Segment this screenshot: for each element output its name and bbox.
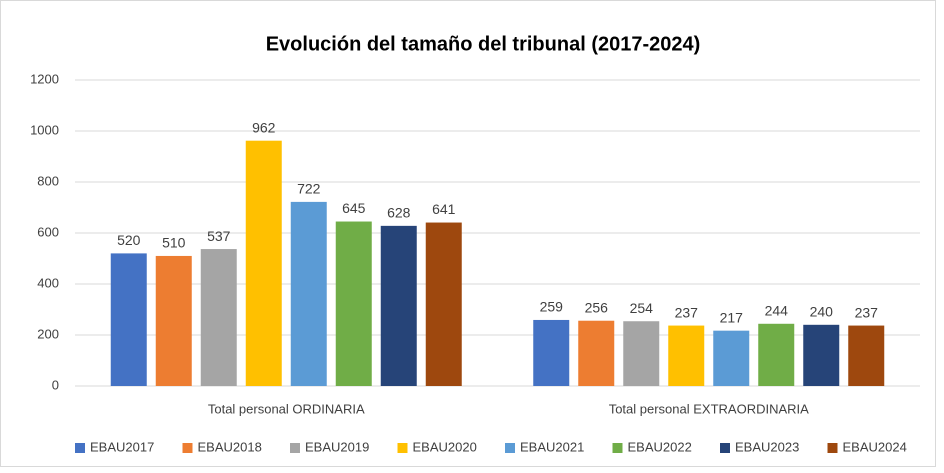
data-label: 254	[630, 300, 654, 316]
legend-label: EBAU2023	[735, 439, 799, 454]
bar	[380, 225, 417, 386]
y-tick-label: 200	[37, 326, 59, 341]
data-label: 510	[162, 235, 186, 251]
legend-swatch	[505, 443, 515, 453]
legend-swatch	[182, 443, 193, 453]
legend-label: EBAU2019	[305, 439, 369, 454]
y-tick-label: 0	[52, 377, 59, 392]
data-label: 520	[117, 232, 141, 248]
legend-label: EBAU2017	[90, 439, 154, 454]
bar	[848, 325, 885, 386]
y-tick-label: 1200	[30, 71, 59, 86]
data-label: 259	[540, 299, 564, 315]
data-label: 962	[252, 119, 276, 135]
bar	[155, 255, 192, 386]
y-tick-label: 1000	[30, 122, 59, 137]
legend-label: EBAU2018	[198, 439, 262, 454]
bar	[290, 201, 327, 386]
data-label: 237	[675, 304, 699, 320]
legend-swatch	[75, 443, 85, 453]
bar	[668, 325, 705, 386]
legend-swatch	[827, 443, 838, 453]
legend-label: EBAU2021	[520, 439, 584, 454]
bar	[245, 140, 282, 386]
legend-swatch	[612, 443, 623, 453]
bar	[335, 221, 372, 386]
y-tick-label: 600	[37, 224, 59, 239]
x-tick-label: Total personal ORDINARIA	[208, 401, 365, 416]
data-label: 256	[585, 299, 609, 315]
data-label: 240	[810, 304, 834, 320]
legend-swatch	[397, 443, 408, 453]
data-label: 217	[720, 309, 744, 325]
legend-label: EBAU2022	[628, 439, 692, 454]
data-label: 722	[297, 181, 321, 197]
bar	[803, 324, 840, 386]
bar	[713, 330, 750, 386]
data-label: 641	[432, 201, 456, 217]
x-tick-label: Total personal EXTRAORDINARIA	[609, 401, 809, 416]
y-tick-label: 800	[37, 173, 59, 188]
bar	[425, 222, 462, 386]
legend-swatch	[290, 443, 300, 453]
bar	[200, 249, 237, 386]
y-tick-label: 400	[37, 275, 59, 290]
legend-swatch	[720, 443, 730, 453]
data-label: 244	[765, 302, 789, 318]
data-label: 537	[207, 228, 231, 244]
bar	[110, 253, 147, 386]
bar	[533, 319, 570, 386]
data-label: 237	[855, 304, 879, 320]
chart-title: Evolución del tamaño del tribunal (2017-…	[266, 33, 701, 55]
bar	[623, 321, 660, 386]
bar	[578, 320, 615, 386]
data-label: 628	[387, 205, 411, 221]
data-label: 645	[342, 200, 366, 216]
legend-label: EBAU2024	[843, 439, 907, 454]
bar	[758, 323, 795, 386]
legend-label: EBAU2020	[413, 439, 477, 454]
